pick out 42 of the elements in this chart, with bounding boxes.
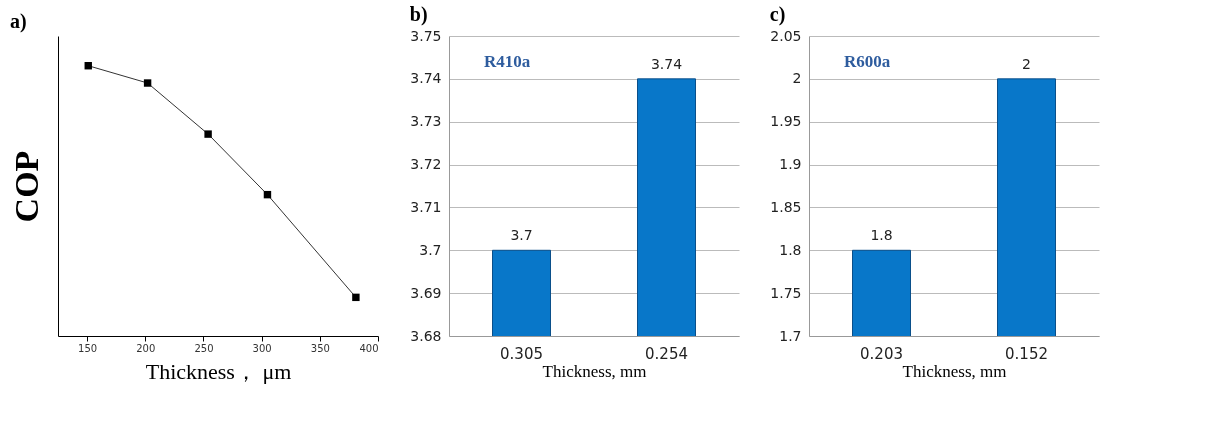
data-label: 2 xyxy=(1022,55,1031,72)
y-tick-label: 3.72 xyxy=(410,156,442,173)
chart-title: b) xyxy=(409,3,428,26)
y-tick-label: 1.7 xyxy=(779,327,802,344)
y-tick-label: 3.75 xyxy=(410,27,442,44)
annotation: R600a xyxy=(844,52,891,71)
chart-title: c) xyxy=(769,3,786,26)
data-label: 3.7 xyxy=(510,227,533,244)
y-tick-label: 1.85 xyxy=(770,198,802,215)
point xyxy=(143,79,152,87)
x-tick-label: 0.203 xyxy=(860,344,903,363)
y-tick-label: 3.74 xyxy=(410,70,442,87)
annotation: R410a xyxy=(484,52,531,71)
x-tick-label: 400 xyxy=(359,342,379,354)
data-label: 3.74 xyxy=(650,55,683,72)
point xyxy=(352,293,360,302)
y-tick-label: 3.73 xyxy=(410,113,442,130)
y-tick-label: 2.05 xyxy=(770,27,802,44)
chart-title: a) xyxy=(10,10,27,33)
y-axis-title: COP xyxy=(7,150,45,223)
x-axis-title: Thickness， μm xyxy=(145,358,292,384)
x-tick-label: 150 xyxy=(78,342,98,354)
y-tick-label: 3.71 xyxy=(410,198,442,215)
x-axis-title: Thickness, mm xyxy=(542,361,647,381)
x-tick-label: 0.152 xyxy=(1005,344,1048,363)
y-tick-label: 3.7 xyxy=(419,241,442,258)
x-tick-label: 300 xyxy=(252,342,272,354)
x-tick-label: 350 xyxy=(310,342,330,354)
y-tick-label: 1.95 xyxy=(770,113,802,130)
data-label: 1.8 xyxy=(870,227,893,244)
x-tick-label: 200 xyxy=(136,342,156,354)
y-tick-label: 1.8 xyxy=(779,241,802,258)
x-tick-label: 0.254 xyxy=(645,344,688,363)
y-tick-label: 3.68 xyxy=(410,327,442,344)
x-tick-label: 0.305 xyxy=(500,344,543,363)
y-tick-label: 3.69 xyxy=(410,284,442,301)
y-tick-label: 1.75 xyxy=(770,284,802,301)
y-tick-label: 2 xyxy=(792,70,802,87)
x-tick-label: 250 xyxy=(194,342,214,354)
x-axis-title: Thickness, mm xyxy=(902,361,1007,381)
point xyxy=(204,130,212,138)
y-tick-label: 1.9 xyxy=(779,156,802,173)
